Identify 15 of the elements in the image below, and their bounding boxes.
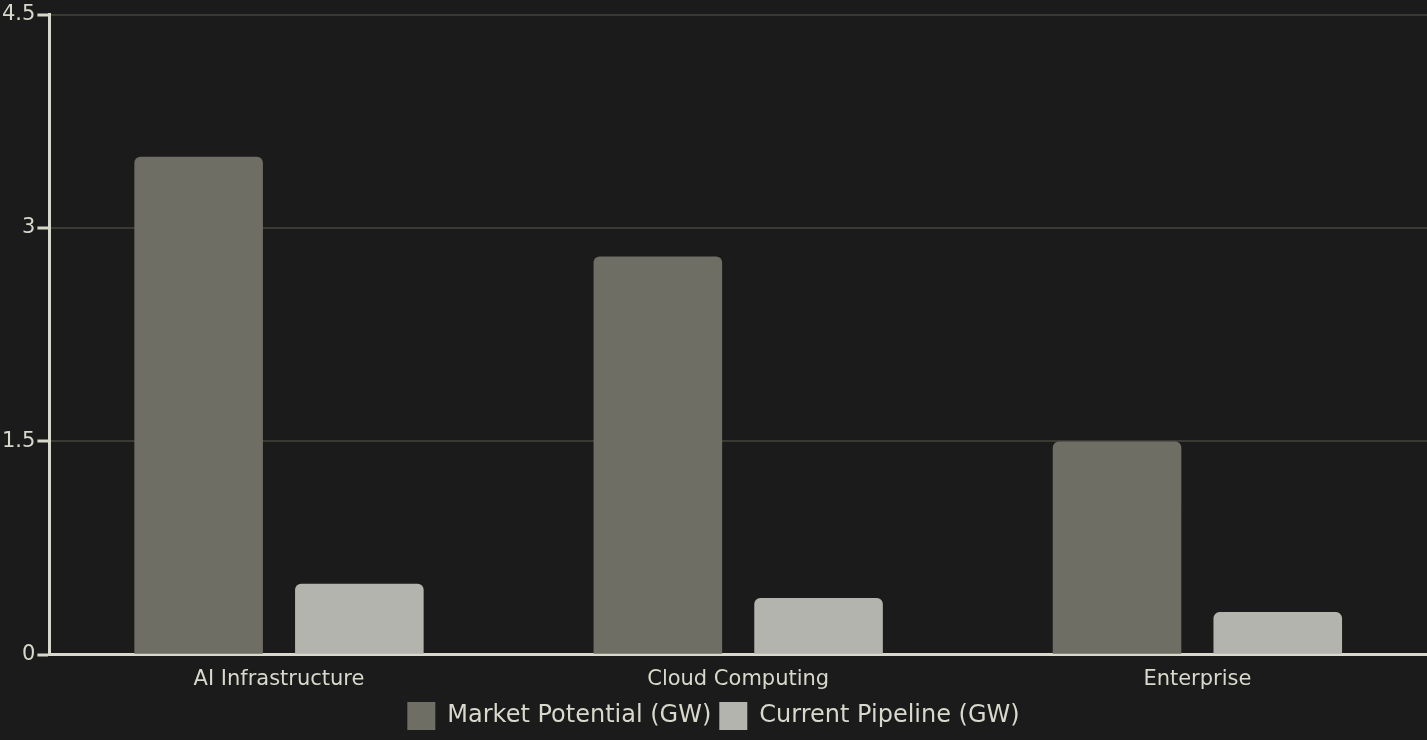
x-tick-label: Enterprise <box>1143 665 1252 690</box>
y-tick-label: 4.5 <box>1 1 36 26</box>
x-tick-label: AI Infrastructure <box>193 665 365 690</box>
bar <box>754 597 883 654</box>
legend-label: Market Potential (GW) <box>447 700 712 729</box>
y-tick-label: 3 <box>22 214 36 239</box>
bar <box>593 256 723 654</box>
x-tick-label: Cloud Computing <box>647 665 830 690</box>
bar <box>1213 612 1343 654</box>
bar <box>295 583 424 654</box>
y-tick-label: 1.5 <box>1 427 36 452</box>
y-tick-label: 0 <box>22 641 36 666</box>
bar <box>134 156 263 654</box>
bar <box>1052 441 1182 654</box>
legend-label: Current Pipeline (GW) <box>759 700 1020 729</box>
